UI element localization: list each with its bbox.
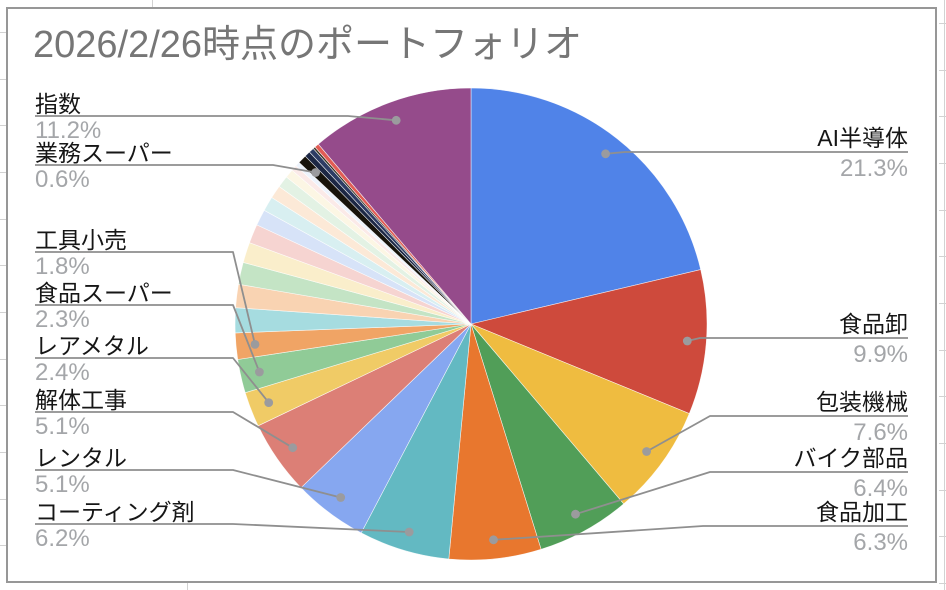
slice-pct-food-processing: 6.3% — [853, 529, 908, 556]
slice-pct-motorcycle-parts: 6.4% — [853, 475, 908, 502]
row-gridline — [939, 490, 946, 491]
slice-pct-index: 11.2% — [35, 117, 102, 144]
pie-slice-ai-semiconductor[interactable] — [470, 88, 702, 325]
slice-label-tool-retail: 工具小売 — [35, 227, 127, 253]
column-gridline — [152, 0, 153, 7]
row-gridline — [0, 265, 6, 266]
column-gridline — [187, 583, 188, 590]
slice-label-demolition: 解体工事 — [35, 387, 127, 413]
slice-label-food-wholesale: 食品卸 — [839, 311, 908, 337]
slice-label-rare-metal: レアメタル — [35, 333, 149, 359]
pie-slice-index[interactable] — [317, 88, 472, 325]
slice-label-gyomu-super: 業務スーパー — [35, 140, 173, 166]
row-gridline — [0, 499, 6, 500]
row-gridline — [939, 536, 946, 537]
row-gridline — [939, 303, 946, 304]
slice-label-food-processing: 食品加工 — [816, 499, 908, 525]
slice-label-ai-semiconductor: AI半導体 — [817, 125, 908, 151]
slice-label-food-supermarket: 食品スーパー — [35, 280, 173, 306]
row-gridline — [0, 79, 6, 80]
slice-label-rental: レンタル — [35, 445, 127, 471]
slice-pct-coating-agent: 6.2% — [35, 525, 90, 552]
row-gridline — [939, 116, 946, 117]
chart-title: 2026/2/26時点のポートフォリオ — [33, 24, 583, 66]
row-gridline — [0, 32, 6, 33]
row-gridline — [0, 452, 6, 453]
slice-label-index: 指数 — [35, 91, 81, 117]
row-gridline — [0, 125, 6, 126]
slice-pct-food-supermarket: 2.3% — [35, 306, 90, 333]
slice-label-coating-agent: コーティング剤 — [35, 499, 195, 525]
slice-label-motorcycle-parts: バイク部品 — [793, 445, 908, 471]
row-gridline — [939, 23, 946, 24]
slice-pct-food-wholesale: 9.9% — [853, 341, 908, 368]
slice-pct-packaging-machinery: 7.6% — [853, 419, 908, 446]
row-gridline — [939, 163, 946, 164]
row-gridline — [939, 350, 946, 351]
row-gridline — [0, 545, 6, 546]
column-gridline — [944, 0, 945, 590]
slice-pct-tool-retail: 1.8% — [35, 253, 90, 280]
row-gridline — [0, 219, 6, 220]
row-gridline — [939, 210, 946, 211]
row-gridline — [0, 172, 6, 173]
slice-pct-ai-semiconductor: 21.3% — [839, 155, 908, 182]
row-gridline — [939, 396, 946, 397]
slice-pct-rental: 5.1% — [35, 471, 90, 498]
slice-pct-demolition: 5.1% — [35, 413, 90, 440]
pie-slice-food-wholesale[interactable] — [470, 269, 707, 414]
row-gridline — [939, 443, 946, 444]
row-gridline — [0, 405, 6, 406]
row-gridline — [0, 359, 6, 360]
slice-label-packaging-machinery: 包装機械 — [816, 389, 908, 415]
row-gridline — [939, 583, 946, 584]
pie-chart[interactable] — [235, 88, 707, 560]
row-gridline — [939, 256, 946, 257]
row-gridline — [0, 312, 6, 313]
slice-pct-gyomu-super: 0.6% — [35, 166, 90, 193]
row-gridline — [939, 70, 946, 71]
slice-pct-rare-metal: 2.4% — [35, 359, 90, 386]
